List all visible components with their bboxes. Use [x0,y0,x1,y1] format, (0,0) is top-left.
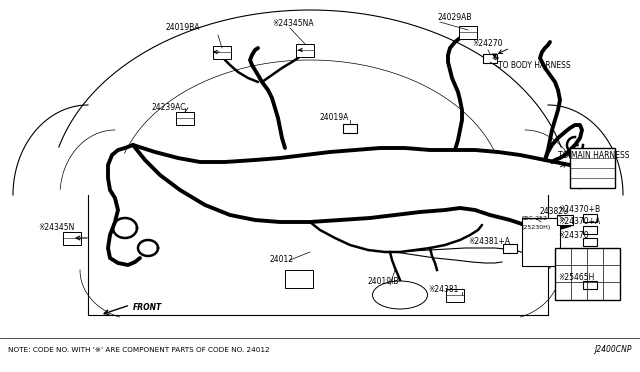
Text: ※24370+A: ※24370+A [558,218,600,227]
Bar [176,112,194,125]
Bar [555,248,620,300]
Text: 24019BA: 24019BA [166,23,200,32]
Bar [213,46,231,59]
Text: ※24345NA: ※24345NA [272,19,314,28]
Text: ※24345N: ※24345N [38,224,74,232]
Bar [570,148,615,188]
Bar [557,215,573,225]
Ellipse shape [372,281,428,309]
Bar [285,270,313,288]
Text: J2400CNP: J2400CNP [595,346,632,355]
Bar [522,218,560,266]
Text: 24019ΙB: 24019ΙB [368,278,399,286]
Bar [296,44,314,57]
Text: (25230H): (25230H) [522,225,551,231]
Text: 24239AC: 24239AC [152,103,186,112]
Text: ※25465H: ※25465H [558,273,595,282]
Text: 24029AB: 24029AB [438,13,472,22]
Text: TO BODY HARNESS: TO BODY HARNESS [498,61,571,71]
Bar [583,226,597,234]
Text: TO MAIN HARNESS: TO MAIN HARNESS [558,151,630,160]
Bar [583,238,597,246]
Text: NOTE: CODE NO. WITH '※' ARE COMPONENT PARTS OF CODE NO. 24012: NOTE: CODE NO. WITH '※' ARE COMPONENT PA… [8,347,269,353]
Bar [583,214,597,222]
Text: 24012: 24012 [270,256,294,264]
Bar [446,289,464,302]
Bar [503,244,517,253]
Bar [583,281,597,289]
Bar [63,232,81,245]
Text: FRONT: FRONT [133,304,163,312]
Text: 24019A: 24019A [320,113,349,122]
Text: 24382U: 24382U [540,208,570,217]
Text: ※24370: ※24370 [558,231,589,240]
Bar [343,124,357,133]
Text: ▼: ▼ [492,53,497,59]
Text: SEC.252: SEC.252 [522,215,548,221]
Text: ※24270: ※24270 [472,39,502,48]
Text: ※24370+B: ※24370+B [558,205,600,215]
Bar [459,26,477,39]
Text: ※24381: ※24381 [428,285,458,295]
Bar [483,54,497,63]
Text: ※24381+A: ※24381+A [468,237,510,247]
